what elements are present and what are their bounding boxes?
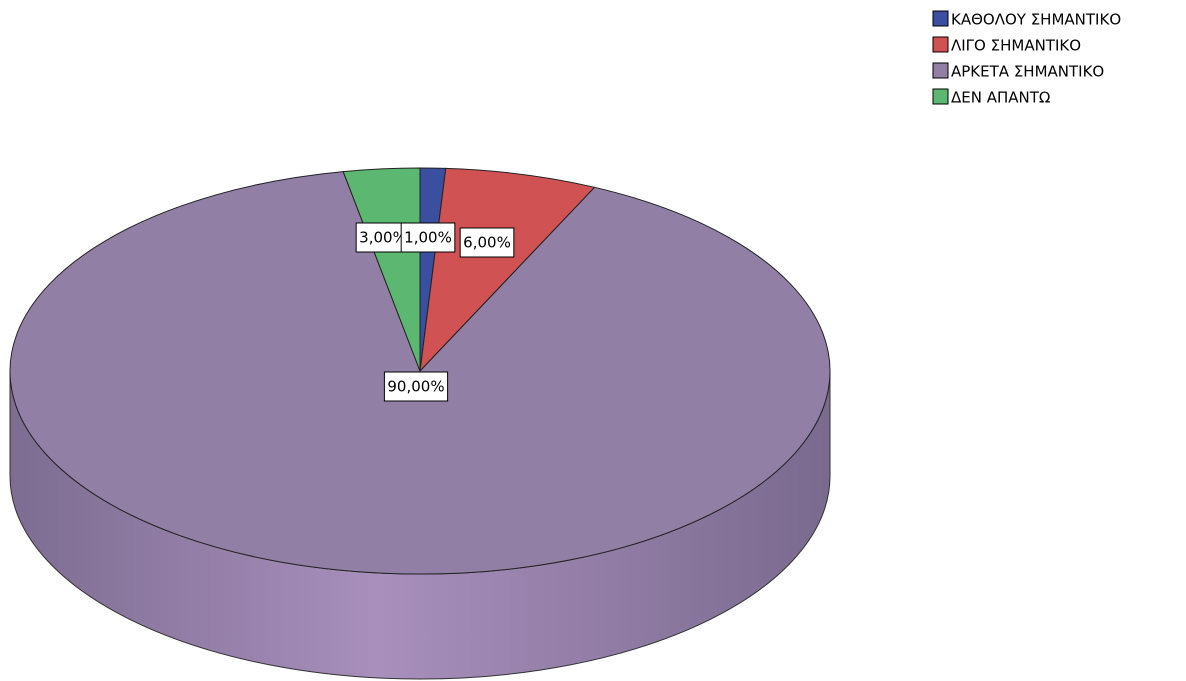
- pie-slice: [342, 167, 421, 372]
- legend-swatch: [932, 36, 949, 53]
- legend-swatch: [932, 62, 949, 79]
- data-label-box: [459, 227, 515, 258]
- data-label: 90,00%: [387, 378, 444, 396]
- data-label-group: 1,00%: [400, 222, 456, 253]
- data-label: 3,00%: [359, 229, 407, 247]
- data-label-group: 6,00%: [459, 227, 515, 258]
- data-label-group: 90,00%: [383, 371, 449, 402]
- data-label-box: [400, 222, 456, 253]
- data-label: 6,00%: [463, 234, 511, 252]
- data-label: 1,00%: [404, 229, 452, 247]
- legend-label: ΚΑΘΟΛΟΥ ΣΗΜΑΝΤΙΚΟ: [951, 11, 1121, 29]
- data-label-box: [383, 371, 449, 402]
- legend-label: ΛΙΓΟ ΣΗΜΑΝΤΙΚΟ: [951, 37, 1081, 55]
- legend-label: ΔΕΝ ΑΠΑΝΤΩ: [951, 89, 1050, 107]
- legend-swatch: [932, 88, 949, 105]
- pie-slice: [419, 167, 596, 373]
- legend-swatch: [932, 10, 949, 27]
- legend-label: ΑΡΚΕΤΑ ΣΗΜΑΝΤΙΚΟ: [951, 63, 1104, 81]
